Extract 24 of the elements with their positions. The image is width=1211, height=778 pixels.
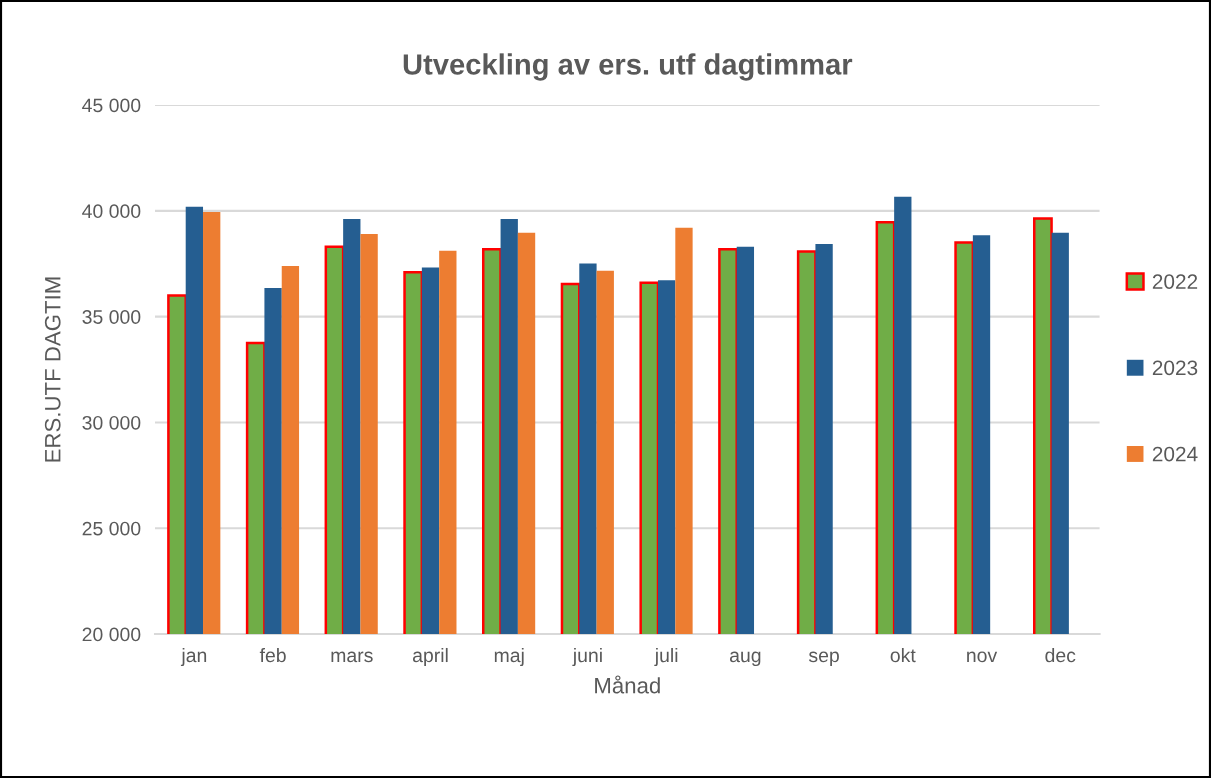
y-tick-label: 45 000 [82, 98, 141, 113]
y-tick-label: 25 000 [82, 521, 141, 536]
x-axis-title: Månad [595, 675, 660, 694]
legend-label: 2022 [1152, 274, 1198, 289]
x-tick-label: aug [729, 651, 761, 667]
legend-label: 2024 [1152, 446, 1198, 462]
x-tick-label: sep [808, 651, 839, 667]
chart-title: Utveckling av ers. utf dagtimmar [403, 53, 853, 81]
x-tick-label: dec [1045, 647, 1076, 663]
x-tick-label: mars [331, 651, 373, 663]
x-tick-label: maj [494, 647, 524, 667]
x-tick-label: juli [654, 647, 678, 667]
x-tick-label: okt [890, 647, 916, 663]
x-tick-label: nov [967, 651, 998, 663]
x-tick-label: jan [180, 647, 207, 667]
y-axis-title: ERS.UTF DAGTIM [44, 277, 61, 462]
legend-label: 2023 [1152, 360, 1198, 376]
y-tick-label: 40 000 [82, 204, 141, 219]
y-tick-label: 35 000 [82, 310, 141, 324]
x-tick-label: juni [572, 647, 602, 667]
y-tick-label: 20 000 [82, 627, 141, 642]
x-tick-label: feb [259, 647, 286, 663]
x-tick-label: april [412, 647, 448, 667]
y-tick-label: 30 000 [82, 415, 141, 430]
